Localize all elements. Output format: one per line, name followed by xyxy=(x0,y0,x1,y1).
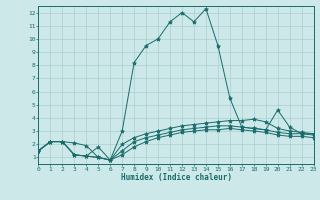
X-axis label: Humidex (Indice chaleur): Humidex (Indice chaleur) xyxy=(121,173,231,182)
